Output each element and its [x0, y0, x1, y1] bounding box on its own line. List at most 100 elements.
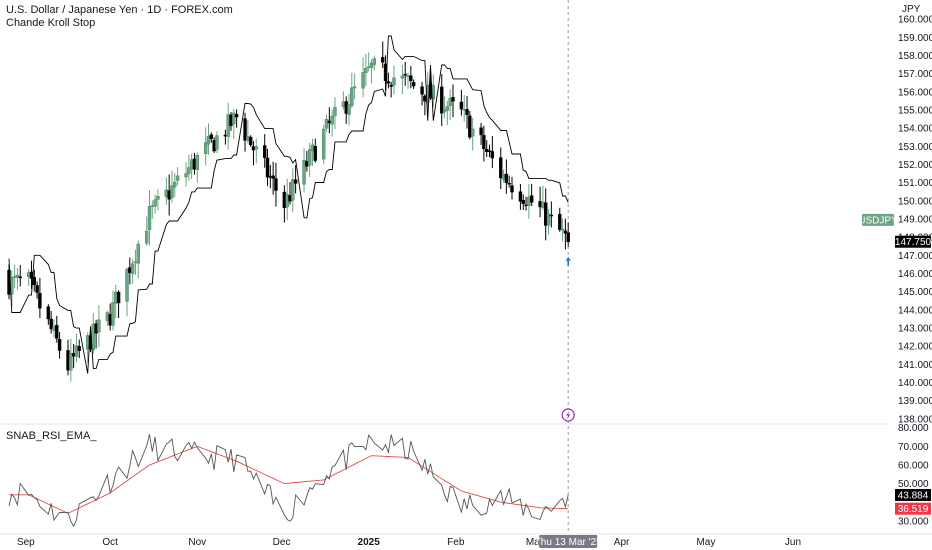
candle: [46, 304, 51, 325]
candle: [209, 132, 214, 143]
candle-body: [184, 173, 188, 178]
candle: [229, 112, 233, 131]
candle-body: [26, 272, 31, 278]
candle: [254, 138, 258, 164]
candle-body: [114, 291, 118, 304]
candle: [243, 112, 247, 152]
candle: [341, 91, 346, 110]
candle: [510, 176, 514, 200]
candle-body: [499, 157, 503, 179]
candle-body: [501, 174, 506, 180]
candle: [485, 140, 489, 158]
candle: [116, 290, 121, 319]
candle: [288, 182, 292, 205]
candle-body: [133, 261, 138, 263]
candle: [423, 94, 427, 116]
candle-body: [203, 142, 208, 154]
candle-body: [57, 339, 62, 351]
candle-body: [74, 345, 79, 357]
candle-body: [15, 274, 20, 278]
candle-body: [510, 185, 514, 193]
price-tick-label: 147.000: [898, 251, 932, 262]
candle-body: [442, 109, 447, 113]
candle: [403, 61, 407, 86]
candle: [381, 41, 385, 69]
chande-kroll-stop-line: [8, 35, 569, 374]
time-axis-label: Jun: [785, 537, 801, 548]
candle-body: [366, 66, 371, 68]
candle: [206, 123, 211, 155]
candle-body: [282, 191, 287, 209]
candle-body: [97, 319, 101, 333]
candle: [470, 117, 475, 151]
candle-body: [234, 114, 239, 118]
time-axis-label: Sep: [17, 537, 35, 548]
candle: [544, 188, 548, 241]
candle-body: [215, 135, 219, 150]
candle: [246, 120, 250, 144]
candle: [386, 72, 391, 89]
candle-body: [389, 84, 393, 87]
price-tick-label: 154.000: [898, 124, 932, 135]
candle: [291, 168, 295, 213]
candle-body: [192, 158, 197, 170]
candle: [223, 129, 228, 145]
candle-body: [125, 269, 129, 302]
osc-tick-label: 50.000: [898, 479, 929, 490]
candle: [108, 303, 112, 331]
lightning-icon[interactable]: [561, 408, 575, 422]
candle-body: [386, 81, 391, 84]
candle: [234, 109, 239, 128]
candle: [442, 96, 447, 119]
candle: [350, 72, 354, 109]
candle-body: [175, 175, 180, 181]
price-tick-label: 152.000: [898, 160, 932, 171]
candle-body: [271, 175, 275, 179]
candle-body: [327, 120, 332, 124]
candle-body: [232, 112, 236, 125]
price-tick-label: 142.000: [898, 342, 932, 353]
candle: [501, 169, 506, 183]
candle-body: [128, 267, 132, 273]
price-tick-label: 146.000: [898, 269, 932, 280]
candle-body: [195, 155, 199, 170]
candle-body: [538, 201, 542, 208]
candle-body: [293, 179, 298, 184]
candle-body: [94, 323, 98, 334]
price-tick-label: 153.000: [898, 142, 932, 153]
candle: [411, 79, 416, 90]
candle-body: [243, 118, 247, 141]
price-tick-label: 158.000: [898, 51, 932, 62]
candle-body: [66, 350, 70, 371]
candle: [97, 305, 101, 347]
candle-body: [291, 179, 295, 201]
candle: [459, 89, 464, 116]
oscillator-pane: [8, 434, 569, 528]
candle: [529, 183, 534, 206]
candle: [147, 190, 152, 246]
candle: [74, 333, 79, 363]
candle-body: [55, 324, 59, 339]
candle: [69, 338, 73, 382]
ema-value-tag: [895, 502, 931, 515]
candle-body: [246, 136, 250, 141]
indicator-label: Chande Kroll Stop: [6, 17, 96, 29]
candle: [440, 74, 444, 127]
candle-body: [411, 82, 416, 87]
candle: [71, 343, 76, 369]
candle: [479, 122, 483, 145]
time-axis-label: May: [696, 537, 715, 548]
candle: [409, 66, 413, 89]
candle-body: [563, 230, 568, 234]
rsi-value-tag: [895, 488, 931, 501]
price-tick-label: 139.000: [898, 396, 932, 407]
candle: [268, 164, 273, 189]
candle-body: [108, 314, 112, 326]
candle: [215, 131, 219, 154]
candle-body: [263, 145, 267, 158]
candle-body: [170, 185, 174, 199]
candle-body: [392, 77, 396, 86]
candle-body: [361, 72, 365, 89]
candle-body: [529, 195, 534, 203]
